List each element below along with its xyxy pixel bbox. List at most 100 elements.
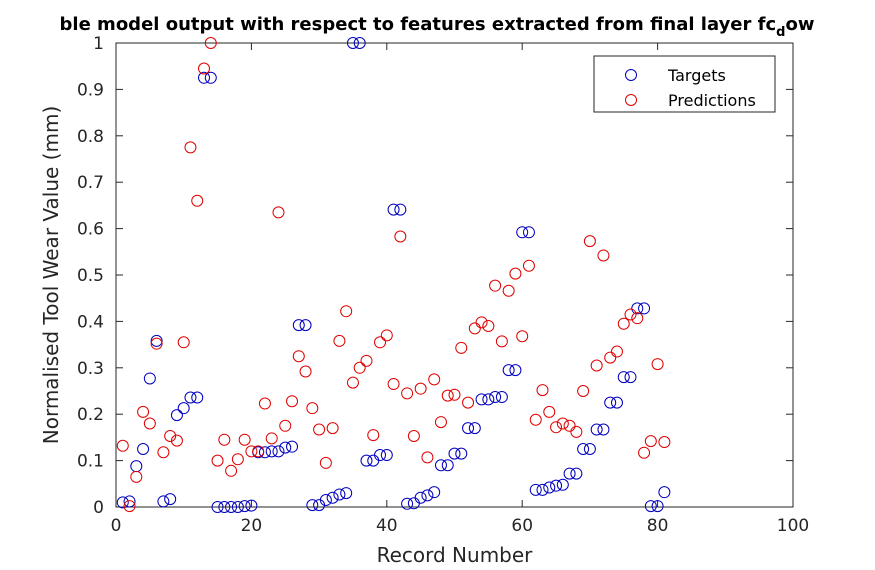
prediction-point <box>299 365 312 378</box>
target-point <box>387 203 400 216</box>
prediction-point <box>198 62 211 75</box>
prediction-point <box>265 432 278 445</box>
target-point <box>448 447 461 460</box>
target-point <box>658 486 671 499</box>
prediction-point <box>157 446 170 459</box>
prediction-point <box>170 434 183 447</box>
prediction-point <box>604 351 617 364</box>
prediction-point <box>570 425 583 438</box>
x-axis-label: Record Number <box>377 543 534 567</box>
prediction-point <box>286 395 299 408</box>
target-point <box>495 391 508 404</box>
prediction-point <box>333 334 346 347</box>
y-tick-label: 0.6 <box>77 220 104 240</box>
target-point <box>211 501 224 513</box>
y-tick-label: 0.2 <box>77 405 104 425</box>
prediction-point <box>177 336 190 349</box>
prediction-point <box>597 249 610 262</box>
data-points <box>116 37 671 513</box>
target-point <box>475 393 488 406</box>
target-point <box>482 393 495 406</box>
legend-entry-label: Targets <box>667 66 726 85</box>
target-point <box>326 491 339 504</box>
prediction-point <box>638 446 651 459</box>
prediction-point <box>211 454 224 467</box>
prediction-point <box>577 385 590 397</box>
prediction-point <box>394 230 407 243</box>
prediction-point <box>191 194 204 207</box>
target-point <box>604 396 617 409</box>
y-axis-label: Normalised Tool Wear Value (mm) <box>39 106 63 445</box>
y-tick-label: 0.5 <box>77 266 104 286</box>
target-point <box>238 500 251 513</box>
series-predictions <box>116 37 671 513</box>
target-point <box>333 488 346 501</box>
prediction-point <box>279 419 292 432</box>
prediction-point <box>658 436 671 449</box>
prediction-point <box>434 416 447 429</box>
target-point <box>292 319 305 332</box>
chart-title: ble model output with respect to feature… <box>60 14 815 40</box>
x-tick-label: 40 <box>376 516 398 536</box>
target-point <box>137 443 150 455</box>
target-point <box>543 481 556 494</box>
y-tick-label: 0.1 <box>77 452 104 472</box>
target-point <box>164 493 177 506</box>
target-point <box>286 440 299 453</box>
target-point <box>177 402 190 415</box>
y-tick-label: 0.4 <box>77 312 104 332</box>
target-point <box>489 391 502 404</box>
plot-area <box>115 42 794 508</box>
legend-box <box>593 55 776 113</box>
target-point <box>502 364 515 377</box>
target-point <box>380 449 393 462</box>
y-tick-label: 0.9 <box>77 80 104 100</box>
target-point <box>184 391 197 404</box>
prediction-point <box>137 405 150 418</box>
prediction-point <box>414 382 427 395</box>
target-point <box>414 491 427 504</box>
prediction-point <box>313 423 326 436</box>
prediction-point <box>272 206 285 219</box>
target-point <box>306 499 319 512</box>
prediction-point <box>462 396 475 409</box>
target-point <box>198 71 211 84</box>
target-point <box>597 423 610 436</box>
prediction-point <box>407 430 420 443</box>
target-point <box>346 37 359 49</box>
prediction-point <box>252 445 265 458</box>
series-targets <box>116 37 671 513</box>
axis-ticks: 0 20 40 60 80 100 0 0.1 0.2 0.3 0.4 0.5 0.6 0.7 0.8 0.9… <box>77 34 809 536</box>
x-tick-label: 80 <box>647 516 669 536</box>
y-tick-label: 0.7 <box>77 173 104 193</box>
prediction-point <box>231 453 244 466</box>
prediction-point <box>556 417 569 430</box>
prediction-point <box>455 341 468 354</box>
prediction-point <box>184 141 197 154</box>
prediction-point <box>150 337 163 350</box>
prediction-point <box>482 320 495 333</box>
target-point <box>231 501 244 513</box>
target-point <box>610 396 623 409</box>
target-point <box>394 203 407 216</box>
prediction-point <box>563 419 576 432</box>
target-point <box>522 226 535 239</box>
target-point <box>299 319 312 332</box>
target-point <box>272 445 285 458</box>
prediction-point <box>380 329 393 342</box>
target-point <box>225 501 238 513</box>
prediction-point <box>245 445 258 458</box>
target-point <box>468 422 481 435</box>
prediction-point <box>238 433 251 446</box>
prediction-point <box>374 336 387 349</box>
prediction-point <box>218 433 231 446</box>
prediction-point <box>489 279 502 292</box>
prediction-point <box>258 397 271 410</box>
prediction-point <box>441 389 454 402</box>
target-point <box>319 494 332 507</box>
target-point <box>536 483 549 496</box>
prediction-point <box>583 235 596 248</box>
target-point <box>218 501 231 513</box>
target-point <box>143 372 156 385</box>
